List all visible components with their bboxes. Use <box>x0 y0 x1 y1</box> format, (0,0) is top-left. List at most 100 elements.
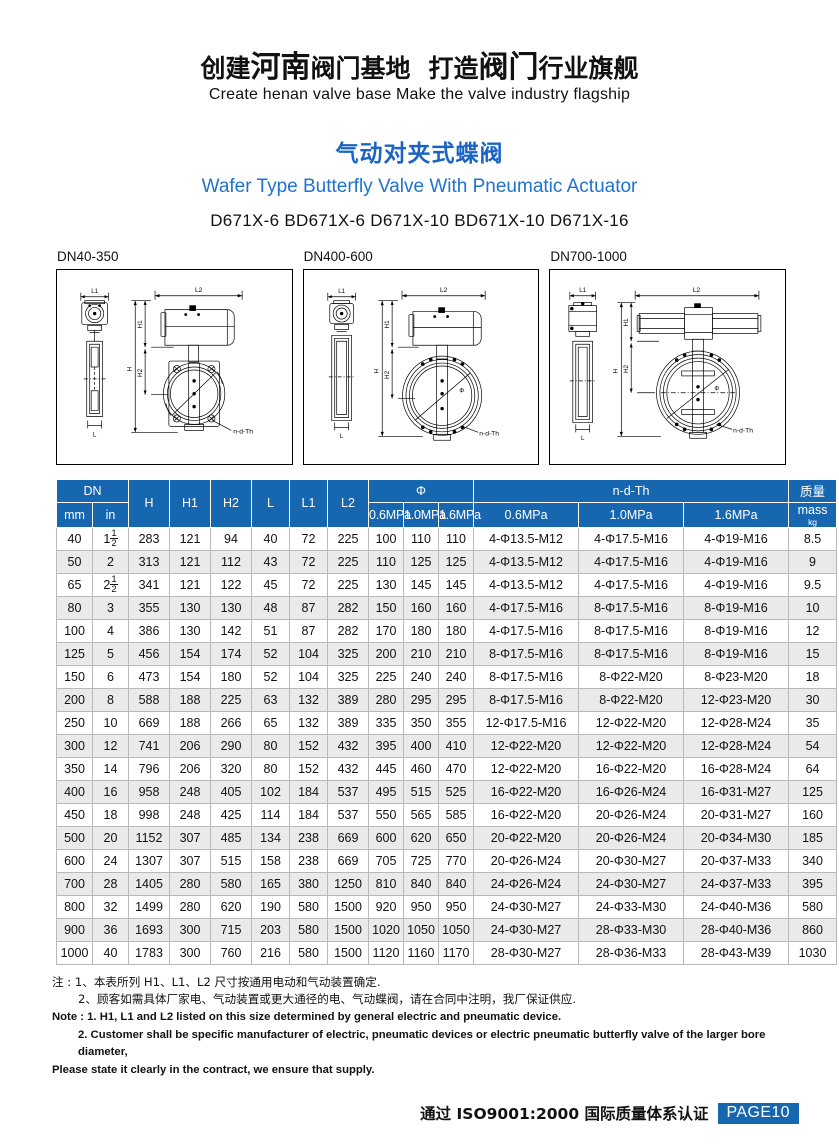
svg-text:H2: H2 <box>624 364 631 373</box>
cell-H1: 154 <box>169 664 211 689</box>
cell-H: 588 <box>128 687 170 712</box>
company-banner: 创建河南阀门基地 打造阀门行业旗舰 Create henan valve base… <box>0 0 839 104</box>
svg-text:H1: H1 <box>624 317 631 326</box>
banner-chinese-slogan: 创建河南阀门基地 打造阀门行业旗舰 <box>0 52 839 84</box>
cell-p06: 550 <box>368 802 404 827</box>
cell-L: 40 <box>251 526 290 551</box>
cell-mm: 1000 <box>56 940 93 965</box>
svg-text:L: L <box>581 435 585 442</box>
banner-cn-part2: 阀门基地 <box>310 54 411 83</box>
cell-p10: 240 <box>403 664 439 689</box>
cell-mm: 350 <box>56 756 93 781</box>
cell-H2: 130 <box>210 595 252 620</box>
cell-p10: 565 <box>403 802 439 827</box>
cell-L2: 537 <box>327 802 369 827</box>
cell-p06: 1020 <box>368 917 404 942</box>
cell-n16: 8-Φ19-M16 <box>683 618 790 643</box>
cell-L2: 1500 <box>327 894 369 919</box>
cell-H2: 112 <box>210 549 252 574</box>
svg-text:L1: L1 <box>91 287 98 294</box>
cell-L2: 325 <box>327 641 369 666</box>
cell-n16: 28-Φ40-M36 <box>683 917 790 942</box>
notes-block: 注 : 1、本表所列 H1、L1、L2 尺寸按通用电动和气动装置确定. 2、顾客… <box>52 974 794 1080</box>
cell-in: 2 <box>92 549 129 574</box>
cell-p16: 1170 <box>437 940 475 965</box>
cell-n06: 4-Φ13.5-M12 <box>473 526 580 551</box>
cell-p06: 1120 <box>368 940 404 965</box>
cell-n06: 24-Φ30-M27 <box>473 917 580 942</box>
svg-text:H1: H1 <box>137 319 144 328</box>
banner-cn-big1: 河南 <box>250 50 311 85</box>
cell-L2: 282 <box>327 595 369 620</box>
valve-drawing-dn400-600: L1 L <box>327 286 499 441</box>
cell-H2: 122 <box>210 572 252 597</box>
svg-text:L: L <box>93 431 97 438</box>
drawing-panel-dn40-350: DN40-350 L1 <box>56 249 293 465</box>
header-phi-group: Φ <box>367 478 475 503</box>
cell-H1: 121 <box>169 572 211 597</box>
cell-p16: 770 <box>437 848 475 873</box>
cell-p10: 1050 <box>403 917 439 942</box>
cell-mm: 300 <box>56 733 93 758</box>
cell-p10: 295 <box>403 687 439 712</box>
cell-H2: 485 <box>210 825 252 850</box>
cell-n16: 16-Φ28-M24 <box>683 756 790 781</box>
table-row: 450 18 998 248 425 114 184 537 550 565 585 16-Φ22-M… <box>56 802 838 827</box>
cell-L1: 580 <box>289 917 328 942</box>
cell-mass: 9 <box>788 549 838 574</box>
valve-drawing-dn700-1000: L1 L <box>568 286 762 442</box>
cell-mass: 10 <box>788 595 838 620</box>
cell-L: 158 <box>251 848 290 873</box>
cell-p06: 150 <box>368 595 404 620</box>
cell-mass: 340 <box>788 848 838 873</box>
svg-text:n-d-Th: n-d-Th <box>479 430 499 437</box>
cell-L2: 432 <box>327 733 369 758</box>
cell-H1: 280 <box>169 871 211 896</box>
svg-text:Φ: Φ <box>715 386 720 392</box>
cell-n06: 20-Φ22-M20 <box>473 825 580 850</box>
cell-H: 1152 <box>128 825 170 850</box>
note-en-3: Please state it clearly in the contract,… <box>52 1063 375 1076</box>
cell-mass: 12 <box>788 618 838 643</box>
header-dn-mm: mm <box>56 501 93 528</box>
svg-text:L1: L1 <box>338 287 345 294</box>
table-head-row-1: DN H H1 H2 L L1 L2 Φ n-d-Th 质量 <box>56 478 838 528</box>
cell-mm: 900 <box>56 917 93 942</box>
cell-in: 5 <box>92 641 129 666</box>
cell-n16: 4-Φ19-M16 <box>683 526 790 551</box>
cell-L1: 104 <box>289 664 328 689</box>
cell-p16: 125 <box>437 549 475 574</box>
cell-p16: 110 <box>437 526 475 551</box>
cell-L1: 87 <box>289 618 328 643</box>
header-mass-en: mass kg <box>788 501 838 528</box>
cell-mass: 860 <box>788 917 838 942</box>
cell-L2: 389 <box>327 687 369 712</box>
cell-p06: 130 <box>368 572 404 597</box>
table-body: 40 1 1 2 283 121 94 40 72 225 100 110 110 4-Φ13.5-M12… <box>56 526 838 965</box>
cell-n16: 12-Φ23-M20 <box>683 687 790 712</box>
cell-n06: 24-Φ30-M27 <box>473 894 580 919</box>
header-mass-unit: kg <box>808 516 817 527</box>
cell-p10: 1160 <box>403 940 439 965</box>
cell-n06: 16-Φ22-M20 <box>473 802 580 827</box>
header-h: H <box>128 478 170 528</box>
cell-mm: 400 <box>56 779 93 804</box>
cell-p06: 170 <box>368 618 404 643</box>
cell-n16: 28-Φ43-M39 <box>683 940 790 965</box>
svg-text:L2: L2 <box>693 286 701 293</box>
cell-mass: 54 <box>788 733 838 758</box>
cell-H: 313 <box>128 549 170 574</box>
cell-n16: 8-Φ19-M16 <box>683 595 790 620</box>
note-en-1: Note : 1. H1, L1 and L2 listed on this s… <box>52 1011 562 1024</box>
cell-H2: 142 <box>210 618 252 643</box>
header-dn-in: in <box>92 501 129 528</box>
cell-H2: 425 <box>210 802 252 827</box>
cell-H1: 300 <box>169 940 211 965</box>
header-ndth-06: 0.6MPa <box>473 501 580 528</box>
table-row: 250 10 669 188 266 65 132 389 335 350 355 12-Φ17.5-… <box>56 710 838 735</box>
cell-H1: 206 <box>169 756 211 781</box>
cell-n10: 4-Φ17.5-M16 <box>578 549 685 574</box>
cell-n16: 24-Φ37-M33 <box>683 871 790 896</box>
cell-H: 386 <box>128 618 170 643</box>
drawing-caption-2: DN400-600 <box>303 248 373 264</box>
